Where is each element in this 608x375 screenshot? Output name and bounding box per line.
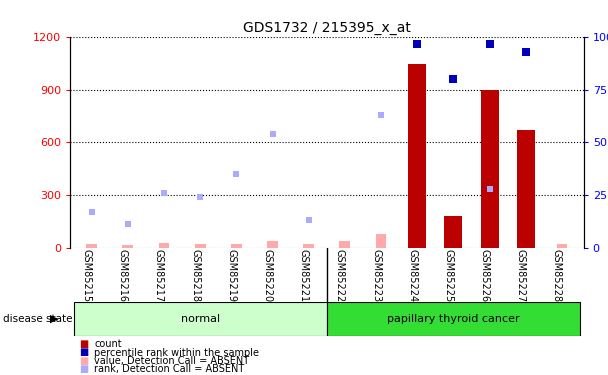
- Text: ■: ■: [79, 339, 88, 349]
- Bar: [303, 244, 314, 248]
- Text: GSM85219: GSM85219: [226, 249, 237, 302]
- Bar: [339, 240, 350, 248]
- Text: normal: normal: [181, 314, 219, 324]
- Text: GSM85222: GSM85222: [335, 249, 345, 302]
- Text: GSM85228: GSM85228: [552, 249, 562, 302]
- Bar: [159, 243, 170, 248]
- Bar: [408, 64, 426, 248]
- Bar: [327, 302, 580, 336]
- Text: ■: ■: [79, 356, 88, 366]
- Bar: [74, 302, 327, 336]
- Text: GSM85218: GSM85218: [190, 249, 200, 302]
- Bar: [444, 216, 463, 248]
- Text: GSM85224: GSM85224: [407, 249, 417, 302]
- Text: GSM85225: GSM85225: [443, 249, 454, 302]
- Bar: [556, 244, 567, 248]
- Text: GSM85217: GSM85217: [154, 249, 164, 302]
- Text: papillary thyroid cancer: papillary thyroid cancer: [387, 314, 520, 324]
- Bar: [517, 130, 535, 248]
- Bar: [86, 244, 97, 248]
- Text: count: count: [94, 339, 122, 349]
- Bar: [376, 234, 387, 248]
- Text: ■: ■: [79, 364, 88, 374]
- Text: GSM85215: GSM85215: [81, 249, 92, 302]
- Text: GSM85216: GSM85216: [118, 249, 128, 302]
- Text: value, Detection Call = ABSENT: value, Detection Call = ABSENT: [94, 356, 249, 366]
- Text: disease state: disease state: [3, 314, 72, 324]
- Bar: [195, 244, 206, 248]
- Bar: [231, 244, 242, 248]
- Bar: [480, 90, 499, 248]
- Text: GSM85220: GSM85220: [263, 249, 272, 302]
- Text: ■: ■: [79, 348, 88, 357]
- Bar: [122, 245, 133, 248]
- Text: ▶: ▶: [50, 314, 59, 324]
- Bar: [267, 242, 278, 248]
- Text: GSM85223: GSM85223: [371, 249, 381, 302]
- Text: GSM85221: GSM85221: [299, 249, 309, 302]
- Text: GSM85227: GSM85227: [516, 249, 526, 302]
- Text: rank, Detection Call = ABSENT: rank, Detection Call = ABSENT: [94, 364, 244, 374]
- Title: GDS1732 / 215395_x_at: GDS1732 / 215395_x_at: [243, 21, 411, 35]
- Text: GSM85226: GSM85226: [480, 249, 489, 302]
- Text: percentile rank within the sample: percentile rank within the sample: [94, 348, 259, 357]
